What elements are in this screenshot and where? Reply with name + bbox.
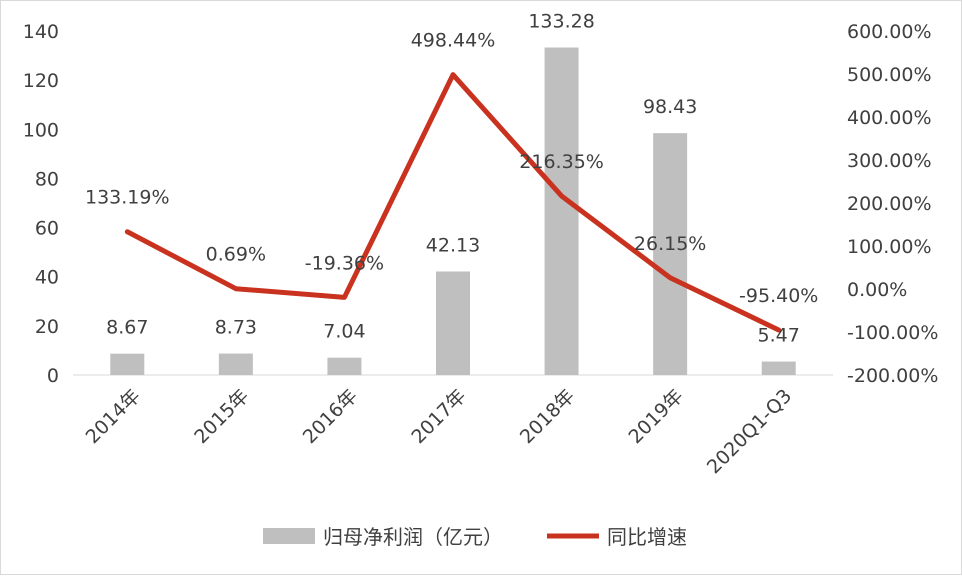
right-tick-label: 400.00% bbox=[847, 107, 932, 129]
bar bbox=[653, 133, 688, 375]
legend-bar-label: 归母净利润（亿元） bbox=[323, 525, 503, 549]
bar-data-labels: 8.67 8.73 7.04 42.13 133.28 98.43 5.47 bbox=[106, 11, 800, 347]
category-label: 2019年 bbox=[624, 385, 687, 448]
right-axis-ticks: -200.00% -100.00% 0.00% 100.00% 200.00% 300.0… bbox=[847, 21, 938, 387]
right-tick-label: -100.00% bbox=[847, 322, 938, 344]
legend: 归母净利润（亿元） 同比增速 bbox=[263, 525, 687, 549]
category-label: 2017年 bbox=[407, 385, 470, 448]
right-tick-label: 100.00% bbox=[847, 236, 932, 258]
right-tick-label: 600.00% bbox=[847, 21, 932, 43]
left-tick-label: 0 bbox=[47, 365, 59, 387]
right-tick-label: -200.00% bbox=[847, 365, 938, 387]
line-data-label: 216.35% bbox=[519, 151, 604, 173]
line-data-label: 26.15% bbox=[634, 233, 706, 255]
category-label: 2018年 bbox=[516, 385, 579, 448]
right-tick-label: 500.00% bbox=[847, 64, 932, 86]
growth-line bbox=[124, 72, 782, 333]
bar bbox=[218, 353, 253, 375]
bar-data-label: 8.67 bbox=[106, 317, 148, 339]
category-label: 2015年 bbox=[190, 385, 253, 448]
left-tick-label: 20 bbox=[35, 316, 59, 338]
bar bbox=[544, 47, 579, 376]
line-data-label: -95.40% bbox=[739, 285, 818, 307]
right-tick-label: 200.00% bbox=[847, 193, 932, 215]
bar bbox=[110, 353, 145, 375]
bar-data-label: 98.43 bbox=[643, 96, 697, 118]
bar bbox=[761, 361, 796, 375]
legend-bar-swatch bbox=[263, 528, 315, 544]
line-data-labels: 133.19% 0.69% -19.36% 498.44% 216.35% 26.15% -… bbox=[85, 30, 818, 307]
category-label: 2016年 bbox=[299, 385, 362, 448]
bar-data-label: 42.13 bbox=[426, 234, 480, 256]
bar-data-label: 5.47 bbox=[758, 325, 800, 347]
line-data-label: 133.19% bbox=[85, 187, 170, 209]
left-tick-label: 40 bbox=[35, 267, 59, 289]
bar-data-label: 8.73 bbox=[215, 317, 257, 339]
line-data-label: -19.36% bbox=[305, 252, 384, 274]
line-series bbox=[124, 72, 782, 333]
line-data-label: 0.69% bbox=[206, 244, 266, 266]
left-tick-label: 60 bbox=[35, 218, 59, 240]
left-tick-label: 80 bbox=[35, 168, 59, 190]
right-tick-label: 300.00% bbox=[847, 150, 932, 172]
legend-line-label: 同比增速 bbox=[607, 525, 687, 549]
bar bbox=[436, 271, 470, 375]
left-tick-label: 140 bbox=[23, 21, 59, 43]
category-label: 2014年 bbox=[82, 385, 145, 448]
line-data-label: 498.44% bbox=[411, 30, 496, 52]
category-label: 2020Q1-Q3 bbox=[703, 385, 796, 478]
bar bbox=[327, 357, 362, 375]
left-tick-label: 100 bbox=[23, 119, 59, 141]
right-tick-label: 0.00% bbox=[847, 279, 907, 301]
bar-data-label: 133.28 bbox=[528, 11, 594, 33]
left-axis-ticks: 0 20 40 60 80 100 120 140 bbox=[23, 21, 59, 387]
bar-data-label: 7.04 bbox=[323, 321, 365, 343]
category-labels: 2014年 2015年 2016年 2017年 2018年 2019年 2020Q1-Q3 bbox=[82, 385, 797, 478]
bar-series bbox=[110, 47, 796, 376]
left-tick-label: 120 bbox=[23, 70, 59, 92]
